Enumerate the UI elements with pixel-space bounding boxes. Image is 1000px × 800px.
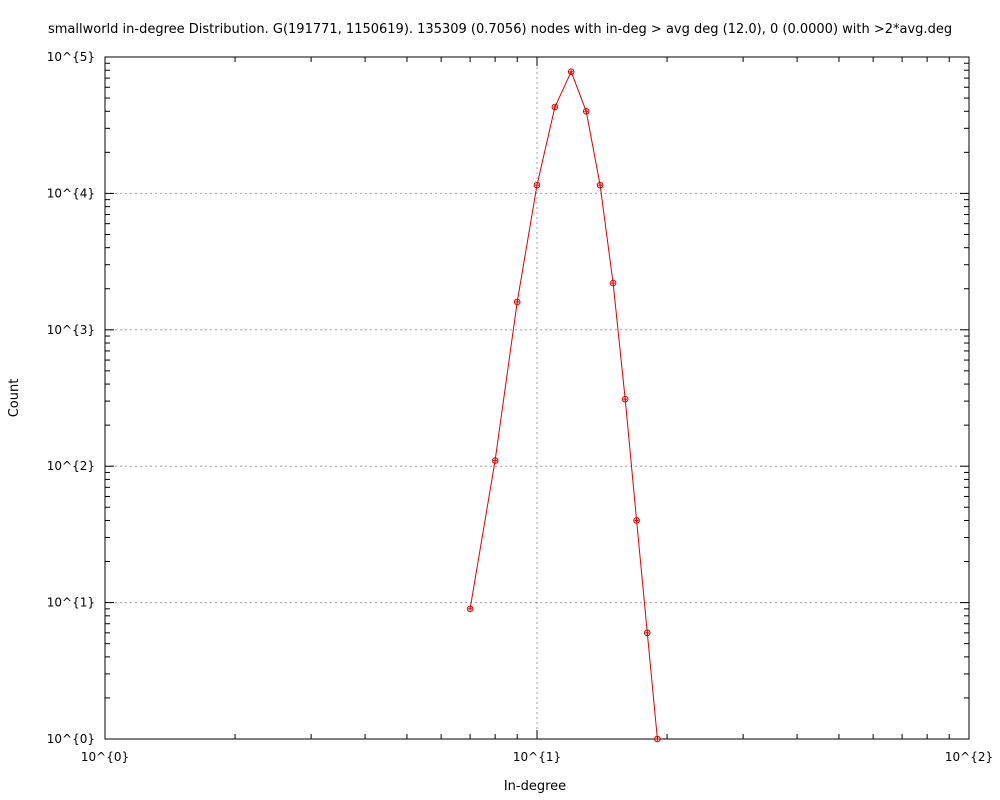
data-point-marker <box>533 181 541 189</box>
data-point-marker <box>582 107 590 115</box>
data-point-marker <box>633 517 640 524</box>
x-tick-label: 10^{2} <box>945 750 993 764</box>
y-tick-label: 10^{0} <box>47 732 95 746</box>
y-tick-label: 10^{2} <box>47 459 95 473</box>
y-tick-label: 10^{5} <box>47 50 95 64</box>
data-point-marker <box>513 298 521 306</box>
data-point <box>609 279 617 287</box>
data-point-marker <box>596 181 604 189</box>
data-point-marker <box>621 395 629 403</box>
data-point-marker <box>567 68 575 76</box>
data-point <box>551 103 559 111</box>
data-point <box>654 735 661 743</box>
series-line <box>469 70 658 740</box>
y-tick-labels: 10^{0} 10^{1} 10^{2} 10^{3} 10^{4} 10^{5} <box>47 50 95 746</box>
y-tick-label: 10^{4} <box>47 186 95 200</box>
data-point-marker <box>466 605 474 613</box>
data-point <box>582 107 590 115</box>
x-tick-label: 10^{1} <box>513 750 561 764</box>
data-point <box>596 181 604 189</box>
grid-lines <box>105 57 969 739</box>
data-point <box>633 517 640 524</box>
data-point-marker <box>609 279 617 287</box>
x-tick-label: 10^{0} <box>81 750 129 764</box>
chart-title: smallworld in-degree Distribution. G(191… <box>48 22 952 37</box>
data-point <box>513 298 521 306</box>
y-tick-label: 10^{1} <box>47 596 95 610</box>
data-point-marker <box>551 103 559 111</box>
x-axis-label: In-degree <box>504 779 566 794</box>
data-point <box>621 395 629 403</box>
data-point <box>491 457 499 464</box>
y-axis-label: Count <box>7 379 22 418</box>
data-point <box>643 629 651 637</box>
series <box>466 68 661 743</box>
data-point-marker <box>654 735 661 743</box>
plot-frame <box>104 56 970 740</box>
data-point <box>533 181 541 189</box>
data-point-marker <box>491 457 499 464</box>
data-point <box>466 605 474 613</box>
y-tick-label: 10^{3} <box>47 323 95 337</box>
x-tick-labels: 10^{0} 10^{1} 10^{2} <box>81 750 993 764</box>
data-point-marker <box>643 629 651 637</box>
data-point <box>567 68 575 76</box>
